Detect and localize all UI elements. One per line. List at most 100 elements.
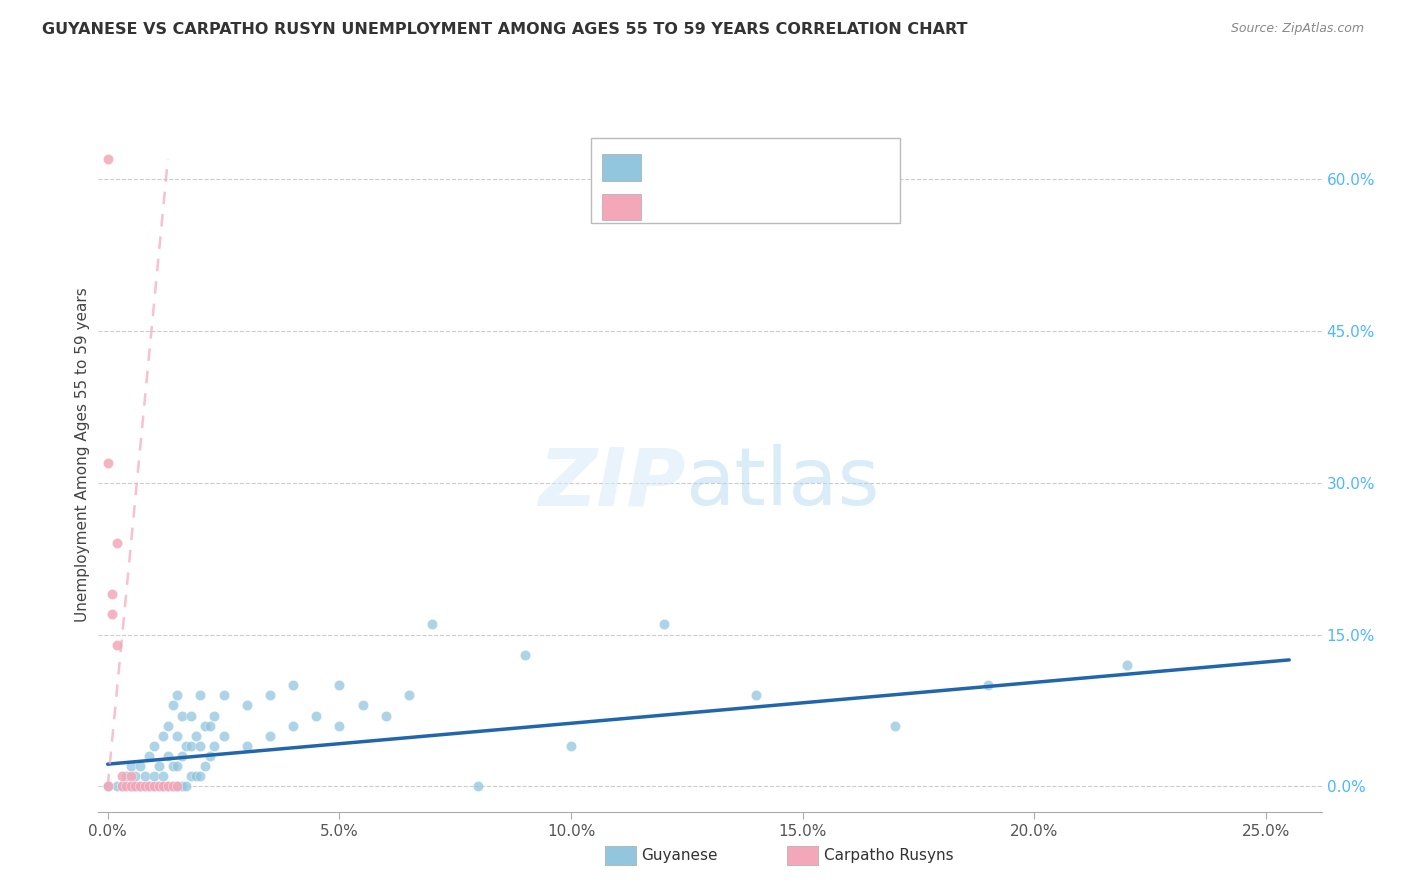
Point: [97, 152, 120, 166]
Point: [170, 708, 193, 723]
Point: [652, 617, 675, 632]
Point: [143, 780, 166, 794]
Point: [467, 780, 489, 794]
Point: [162, 780, 184, 794]
Point: [156, 719, 179, 733]
Point: [180, 769, 202, 783]
Point: [110, 769, 132, 783]
Point: [884, 719, 907, 733]
Text: 74: 74: [797, 157, 821, 175]
Point: [152, 769, 174, 783]
Point: [188, 689, 212, 703]
Point: [162, 759, 184, 773]
Point: [101, 607, 124, 622]
Point: [198, 749, 221, 764]
Point: [110, 780, 132, 794]
Point: [176, 739, 198, 753]
Point: [166, 780, 188, 794]
Point: [162, 780, 184, 794]
Point: [129, 759, 152, 773]
Text: atlas: atlas: [686, 444, 880, 523]
Point: [101, 587, 124, 601]
Point: [124, 780, 146, 794]
Point: [143, 739, 166, 753]
Point: [305, 708, 328, 723]
Point: [148, 780, 170, 794]
Point: [115, 769, 138, 783]
Point: [120, 759, 142, 773]
Point: [105, 780, 128, 794]
Point: [166, 759, 188, 773]
Point: [97, 456, 120, 470]
Text: N =: N =: [758, 157, 794, 175]
Point: [134, 780, 156, 794]
Point: [176, 780, 198, 794]
Point: [148, 780, 170, 794]
Point: [124, 780, 146, 794]
Point: [281, 678, 304, 692]
Point: [166, 689, 188, 703]
Point: [198, 719, 221, 733]
Point: [148, 759, 170, 773]
Point: [352, 698, 374, 713]
Text: Source: ZipAtlas.com: Source: ZipAtlas.com: [1230, 22, 1364, 36]
Point: [184, 769, 207, 783]
Point: [138, 780, 160, 794]
Point: [235, 698, 257, 713]
Text: N =: N =: [758, 196, 794, 214]
Point: [129, 780, 152, 794]
Point: [152, 780, 174, 794]
Text: Carpatho Rusyns: Carpatho Rusyns: [824, 848, 953, 863]
Point: [188, 769, 212, 783]
Point: [97, 780, 120, 794]
Point: [180, 708, 202, 723]
Point: [143, 769, 166, 783]
Point: [184, 729, 207, 743]
Point: [281, 719, 304, 733]
Point: [138, 749, 160, 764]
Text: 0.309: 0.309: [692, 157, 744, 175]
Point: [162, 698, 184, 713]
Point: [420, 617, 443, 632]
Point: [328, 719, 350, 733]
Point: [202, 739, 225, 753]
Text: R =: R =: [652, 196, 689, 214]
Point: [156, 749, 179, 764]
Point: [156, 780, 179, 794]
Point: [194, 759, 217, 773]
Point: [105, 638, 128, 652]
Point: [97, 780, 120, 794]
Point: [110, 780, 132, 794]
Point: [156, 780, 179, 794]
Point: [194, 719, 217, 733]
Y-axis label: Unemployment Among Ages 55 to 59 years: Unemployment Among Ages 55 to 59 years: [75, 287, 90, 623]
Point: [170, 749, 193, 764]
Point: [212, 729, 235, 743]
Point: [745, 689, 768, 703]
Point: [134, 769, 156, 783]
Text: ZIP: ZIP: [538, 444, 686, 523]
Point: [129, 780, 152, 794]
Point: [202, 708, 225, 723]
Point: [105, 536, 128, 550]
Point: [977, 678, 1000, 692]
Point: [120, 769, 142, 783]
Text: GUYANESE VS CARPATHO RUSYN UNEMPLOYMENT AMONG AGES 55 TO 59 YEARS CORRELATION CH: GUYANESE VS CARPATHO RUSYN UNEMPLOYMENT …: [42, 22, 967, 37]
Point: [180, 739, 202, 753]
Point: [138, 780, 160, 794]
Point: [134, 780, 156, 794]
Point: [398, 689, 420, 703]
Point: [513, 648, 536, 662]
Text: 26: 26: [797, 196, 820, 214]
Point: [115, 780, 138, 794]
Point: [143, 780, 166, 794]
Point: [374, 708, 396, 723]
Point: [1116, 657, 1139, 672]
Point: [120, 780, 142, 794]
Point: [328, 678, 350, 692]
Point: [166, 780, 188, 794]
Point: [259, 689, 281, 703]
Text: Guyanese: Guyanese: [641, 848, 717, 863]
Text: 0.551: 0.551: [692, 196, 744, 214]
Point: [235, 739, 257, 753]
